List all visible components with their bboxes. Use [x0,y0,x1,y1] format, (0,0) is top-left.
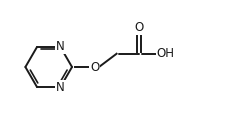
Text: OH: OH [156,47,174,60]
Text: N: N [56,81,64,94]
Text: N: N [56,40,64,53]
Text: O: O [90,60,99,74]
Text: O: O [134,21,143,34]
